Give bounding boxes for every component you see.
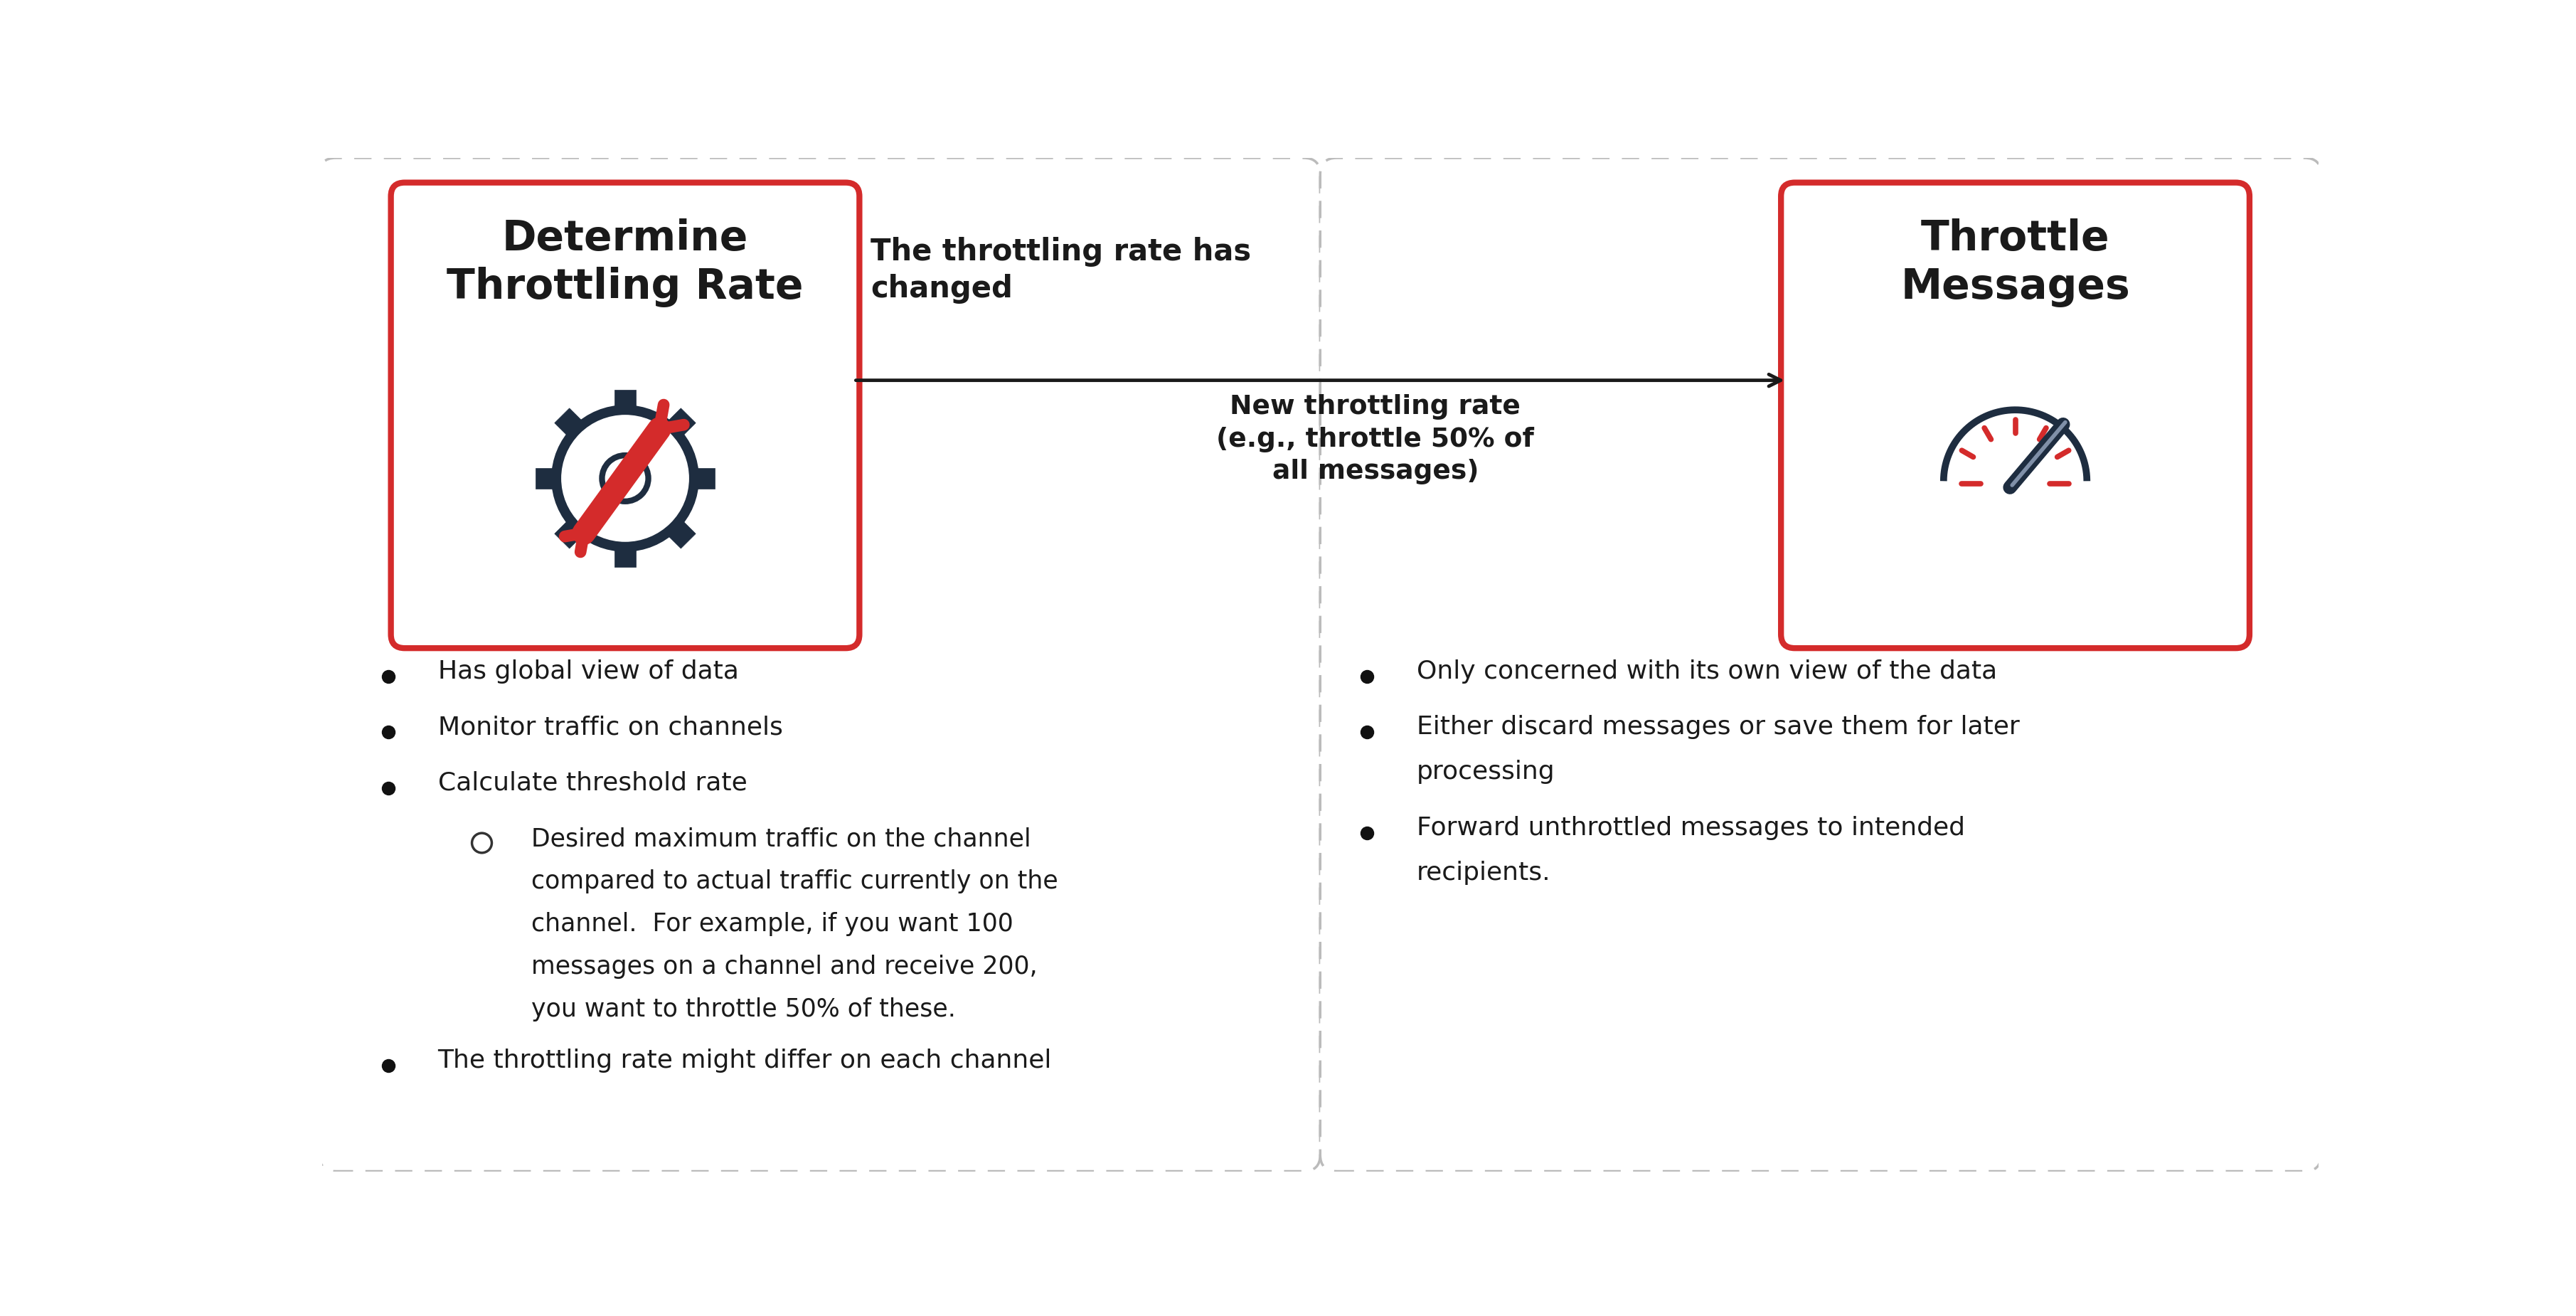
Text: Monitor traffic on channels: Monitor traffic on channels (438, 715, 783, 740)
Polygon shape (554, 408, 585, 437)
FancyBboxPatch shape (1321, 158, 2321, 1171)
Text: The throttling rate might differ on each channel: The throttling rate might differ on each… (438, 1049, 1051, 1073)
Text: New throttling rate
(e.g., throttle 50% of
all messages): New throttling rate (e.g., throttle 50% … (1216, 393, 1535, 484)
Text: Throttle
Messages: Throttle Messages (1901, 218, 2130, 307)
Text: processing: processing (1417, 759, 1556, 784)
Polygon shape (536, 468, 556, 488)
FancyBboxPatch shape (1780, 183, 2249, 649)
Text: you want to throttle 50% of these.: you want to throttle 50% of these. (531, 998, 956, 1021)
Polygon shape (616, 390, 636, 409)
Text: Has global view of data: Has global view of data (438, 659, 739, 683)
Text: Calculate threshold rate: Calculate threshold rate (438, 771, 747, 795)
Text: Desired maximum traffic on the channel: Desired maximum traffic on the channel (531, 826, 1030, 851)
Text: The throttling rate has
changed: The throttling rate has changed (871, 237, 1252, 304)
Polygon shape (667, 408, 696, 437)
Text: channel.  For example, if you want 100: channel. For example, if you want 100 (531, 912, 1012, 937)
Text: compared to actual traffic currently on the: compared to actual traffic currently on … (531, 870, 1059, 894)
Text: Either discard messages or save them for later: Either discard messages or save them for… (1417, 715, 2020, 740)
Polygon shape (667, 520, 696, 549)
FancyBboxPatch shape (392, 183, 860, 649)
Text: Only concerned with its own view of the data: Only concerned with its own view of the … (1417, 659, 1996, 683)
Text: recipients.: recipients. (1417, 861, 1551, 884)
Polygon shape (693, 468, 714, 488)
FancyBboxPatch shape (319, 158, 1321, 1171)
Polygon shape (616, 547, 636, 567)
Text: messages on a channel and receive 200,: messages on a channel and receive 200, (531, 955, 1038, 979)
Text: Determine
Throttling Rate: Determine Throttling Rate (446, 218, 804, 307)
Text: Forward unthrottled messages to intended: Forward unthrottled messages to intended (1417, 816, 1965, 840)
Polygon shape (554, 520, 585, 549)
